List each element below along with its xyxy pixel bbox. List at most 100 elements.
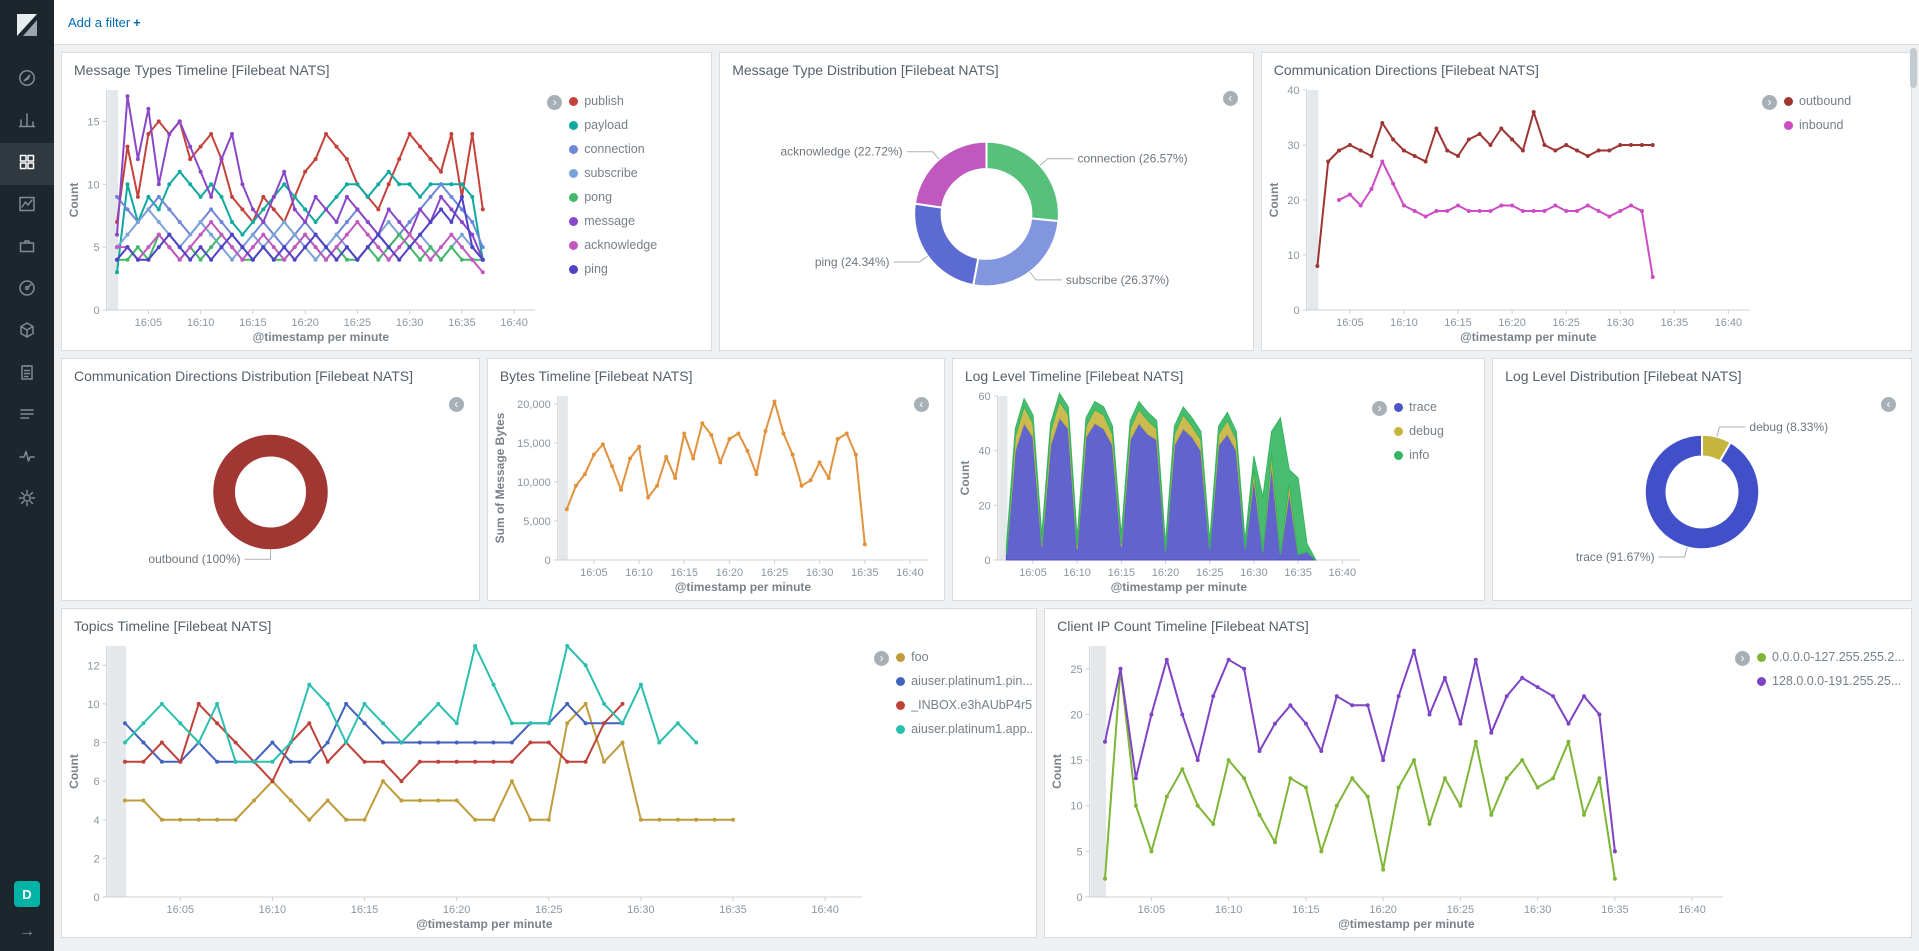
management-icon — [17, 488, 37, 513]
legend-swatch — [569, 216, 579, 226]
legend-item[interactable]: trace — [1394, 400, 1476, 414]
legend-item[interactable]: foo — [896, 650, 1032, 664]
sidebar-item-uptime[interactable] — [0, 437, 54, 479]
topics-timeline-chart[interactable]: 0 2 4 6 8 10 12 16:05 16:10 16:15 16:20 16:25 16:30 1… — [66, 636, 874, 935]
panel-title[interactable]: Message Types Timeline [Filebeat NATS] — [74, 62, 330, 78]
legend-item[interactable]: pong — [569, 190, 703, 204]
svg-text:16:25: 16:25 — [1552, 317, 1580, 329]
bytes-timeline-chart[interactable]: 0 5,000 10,000 15,000 20,000 16:05 16:10 16:15 1… — [492, 386, 940, 598]
svg-text:Count: Count — [1050, 754, 1064, 789]
svg-text:15: 15 — [1071, 755, 1083, 767]
sidebar-item-timelion[interactable] — [0, 185, 54, 227]
space-badge[interactable]: D — [14, 881, 40, 907]
panel-title[interactable]: Log Level Timeline [Filebeat NATS] — [964, 368, 1184, 384]
svg-text:outbound (100%): outbound (100%) — [148, 552, 240, 566]
legend-toggle-icon[interactable]: › — [1762, 95, 1778, 110]
sidebar-item-dev-tools[interactable] — [0, 353, 54, 395]
communication-directions-chart[interactable]: 0 10 20 30 40 16:05 16:10 16:15 16:20 16:25 16:30 1… — [1266, 80, 1762, 348]
sidebar-item-management[interactable] — [0, 479, 54, 521]
svg-text:Count: Count — [958, 461, 972, 496]
legend-toggle-icon[interactable]: ‹ — [448, 397, 464, 412]
legend-item[interactable]: info — [1394, 448, 1476, 462]
svg-text:40: 40 — [978, 446, 990, 458]
panel-title[interactable]: Client IP Count Timeline [Filebeat NATS] — [1057, 618, 1309, 634]
legend-item[interactable]: outbound — [1784, 94, 1903, 108]
legend-toggle-icon[interactable]: › — [547, 95, 563, 110]
timelion-icon — [17, 194, 37, 219]
legend-item[interactable]: aiuser.platinum1.pin... — [896, 674, 1032, 688]
sidebar-item-machine-learning[interactable] — [0, 227, 54, 269]
svg-text:16:05: 16:05 — [1336, 317, 1364, 329]
message-type-distribution-donut[interactable]: connection (26.57%) subscribe (26.37%) pin… — [724, 80, 1249, 348]
legend-item[interactable]: ping — [569, 262, 703, 276]
legend-toggle-icon[interactable]: ‹ — [1222, 91, 1238, 106]
legend-item[interactable]: message — [569, 214, 703, 228]
panel-title[interactable]: Communication Directions Distribution [F… — [74, 368, 413, 384]
legend-toggle-icon[interactable]: ‹ — [1880, 397, 1896, 412]
svg-text:5: 5 — [93, 242, 99, 254]
sidebar-item-logs[interactable] — [0, 395, 54, 437]
message-types-timeline-chart[interactable]: 0 5 10 15 16:05 16:10 16:15 16:20 16:25 16:30 16:3… — [66, 80, 547, 348]
legend-item[interactable]: aiuser.platinum1.app... — [896, 722, 1032, 736]
panel-communication-directions-distribution: Communication Directions Distribution [F… — [61, 358, 480, 601]
panel-title[interactable]: Topics Timeline [Filebeat NATS] — [74, 618, 272, 634]
svg-text:0: 0 — [1077, 892, 1083, 904]
legend-items: foo aiuser.platinum1.pin... _INBOX.e3hAUbP… — [894, 650, 1032, 746]
legend-item[interactable]: connection — [569, 142, 703, 156]
legend-label: trace — [1409, 400, 1437, 414]
legend-toggle-icon[interactable]: › — [874, 651, 890, 666]
sidebar-item-monitoring[interactable] — [0, 269, 54, 311]
legend-swatch — [896, 700, 906, 710]
svg-text:subscribe (26.37%): subscribe (26.37%) — [1066, 273, 1169, 287]
legend-toggle-icon[interactable]: › — [1735, 651, 1750, 666]
svg-text:0: 0 — [984, 555, 990, 567]
legend-swatch — [896, 676, 906, 686]
legend-label: pong — [584, 190, 613, 204]
svg-text:5: 5 — [1077, 846, 1083, 858]
legend: › outbound inbound — [1762, 80, 1907, 348]
svg-text:12: 12 — [87, 660, 99, 672]
legend-label: aiuser.platinum1.pin... — [911, 674, 1033, 688]
svg-text:16:15: 16:15 — [1292, 904, 1320, 916]
svg-text:16:10: 16:10 — [1063, 567, 1091, 579]
legend-toggle-icon[interactable]: › — [1372, 401, 1388, 416]
svg-text:Count: Count — [1267, 183, 1281, 218]
sidebar-item-discover[interactable] — [0, 59, 54, 101]
legend-item[interactable]: subscribe — [569, 166, 703, 180]
legend-item[interactable]: 128.0.0.0-191.255.25... — [1757, 674, 1905, 688]
legend-label: outbound — [1799, 94, 1852, 108]
sidebar-item-visualize[interactable] — [0, 101, 54, 143]
panel-title[interactable]: Communication Directions [Filebeat NATS] — [1273, 62, 1539, 78]
svg-text:16:25: 16:25 — [344, 317, 372, 329]
legend-toggle-icon[interactable]: ‹ — [913, 397, 929, 412]
collapse-sidebar-icon[interactable]: → — [19, 923, 35, 940]
add-filter-link[interactable]: Add a filter + — [68, 14, 141, 30]
kibana-logo[interactable] — [14, 12, 40, 43]
panel-title[interactable]: Log Level Distribution [Filebeat NATS] — [1505, 368, 1742, 384]
apm-icon — [17, 320, 37, 345]
legend: ‹ — [448, 396, 469, 412]
legend-item[interactable]: inbound — [1784, 118, 1903, 132]
legend-item[interactable]: publish — [569, 94, 703, 108]
svg-text:10: 10 — [1287, 250, 1299, 262]
panel-title[interactable]: Message Type Distribution [Filebeat NATS… — [732, 62, 999, 78]
legend-label: ping — [584, 262, 608, 276]
legend-item[interactable]: payload — [569, 118, 703, 132]
communication-directions-distribution-donut[interactable]: outbound (100%) — [66, 386, 475, 598]
client-ip-count-timeline-chart[interactable]: 0 5 10 15 20 25 16:05 16:10 16:15 16:20 16:25 16:30… — [1049, 636, 1735, 935]
legend-item[interactable]: _INBOX.e3hAUbP4r5... — [896, 698, 1032, 712]
sidebar-item-dashboard[interactable] — [0, 143, 54, 185]
scrollbar-thumb[interactable] — [1910, 48, 1917, 88]
legend-item[interactable]: 0.0.0.0-127.255.255.2... — [1757, 650, 1905, 664]
legend-label: foo — [911, 650, 929, 664]
log-level-timeline-chart[interactable]: 0 20 40 60 16:05 16:10 16:15 16:20 16:25 16:30 16:… — [957, 386, 1372, 598]
log-level-distribution-donut[interactable]: debug (8.33%) trace (91.67%) — [1497, 386, 1907, 598]
sidebar-item-apm[interactable] — [0, 311, 54, 353]
svg-text:16:35: 16:35 — [448, 317, 476, 329]
legend-item[interactable]: acknowledge — [569, 238, 703, 252]
panel-title[interactable]: Bytes Timeline [Filebeat NATS] — [499, 368, 693, 384]
legend-item[interactable]: debug — [1394, 424, 1476, 438]
legend-items: publish payload connection subscribe pong mes… — [567, 94, 707, 286]
svg-text:5,000: 5,000 — [523, 516, 551, 528]
